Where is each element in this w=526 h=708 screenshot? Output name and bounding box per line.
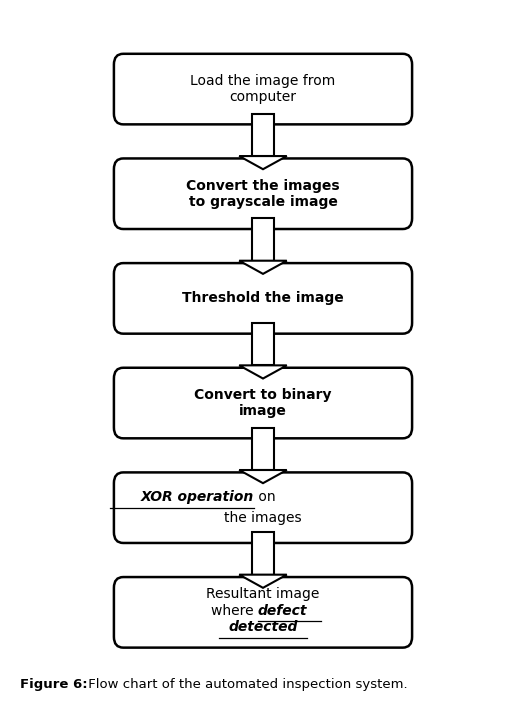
Polygon shape [251, 323, 275, 365]
Polygon shape [251, 428, 275, 470]
Text: Resultant image: Resultant image [206, 588, 320, 601]
Polygon shape [251, 113, 275, 156]
Polygon shape [239, 156, 287, 169]
Text: Convert the images
to grayscale image: Convert the images to grayscale image [186, 178, 340, 209]
Polygon shape [239, 470, 287, 483]
Polygon shape [251, 532, 275, 575]
Text: Load the image from
computer: Load the image from computer [190, 74, 336, 104]
Text: where: where [211, 603, 258, 617]
Text: Convert to binary
image: Convert to binary image [194, 388, 332, 418]
Text: Figure 6:: Figure 6: [19, 678, 87, 691]
Polygon shape [251, 218, 275, 261]
Text: detected: detected [228, 620, 298, 634]
Polygon shape [239, 575, 287, 588]
FancyBboxPatch shape [114, 367, 412, 438]
Text: XOR operation: XOR operation [140, 490, 254, 504]
FancyBboxPatch shape [114, 159, 412, 229]
FancyBboxPatch shape [114, 472, 412, 543]
Text: the images: the images [224, 511, 302, 525]
FancyBboxPatch shape [114, 263, 412, 333]
Polygon shape [239, 261, 287, 274]
FancyBboxPatch shape [114, 577, 412, 648]
Text: Flow chart of the automated inspection system.: Flow chart of the automated inspection s… [84, 678, 408, 691]
FancyBboxPatch shape [114, 54, 412, 125]
Text: on: on [254, 490, 275, 504]
Text: defect: defect [258, 603, 307, 617]
Text: Threshold the image: Threshold the image [182, 292, 344, 305]
Polygon shape [239, 365, 287, 379]
